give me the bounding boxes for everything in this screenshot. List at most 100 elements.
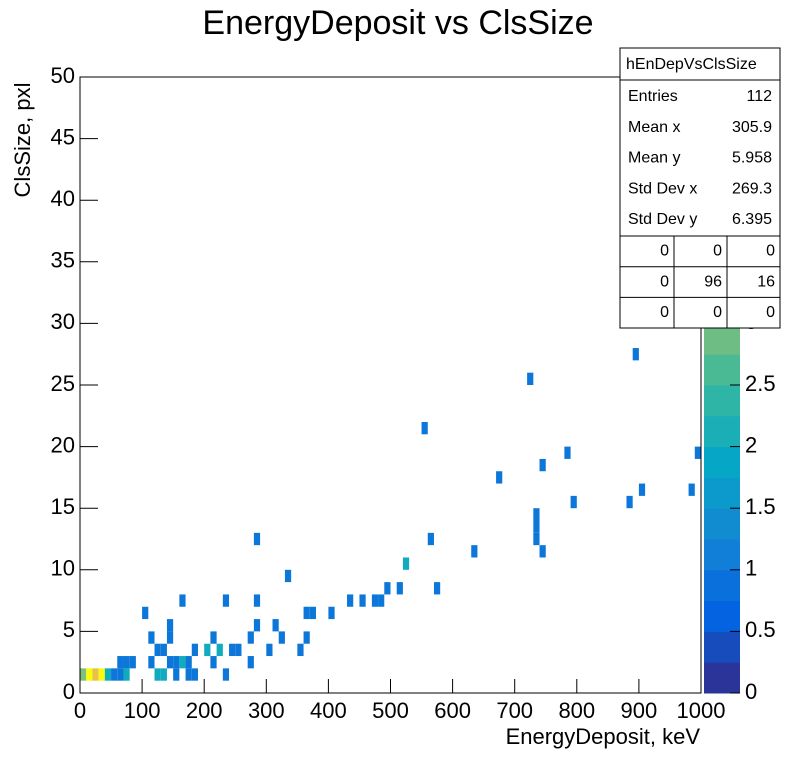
cell — [148, 631, 155, 644]
cell — [527, 372, 534, 385]
cell — [191, 668, 198, 681]
x-tick-label: 500 — [372, 698, 409, 723]
cell — [204, 643, 211, 657]
stats-cell: 0 — [766, 243, 775, 260]
z-tick-label: 0 — [745, 679, 757, 704]
stats-label: Mean y — [628, 150, 680, 167]
cell — [421, 421, 428, 435]
stats-label: Mean x — [628, 119, 680, 136]
cell — [309, 606, 316, 620]
color-band — [704, 415, 740, 448]
stats-frame — [619, 47, 781, 329]
cell — [328, 606, 335, 620]
cell — [427, 532, 434, 546]
cell — [117, 668, 124, 681]
cell — [433, 582, 441, 595]
cell — [278, 631, 285, 644]
cell — [160, 643, 167, 657]
cell — [222, 668, 230, 681]
color-band — [704, 385, 740, 417]
y-tick-label: 15 — [51, 494, 75, 519]
y-tick-label: 50 — [51, 63, 75, 88]
cell — [626, 495, 633, 509]
stats-cell: 0 — [660, 273, 669, 290]
stats-cell: 0 — [660, 304, 669, 321]
x-axis-title: EnergyDeposit, keV — [506, 724, 701, 749]
cell — [210, 631, 217, 644]
y-tick-label: 30 — [51, 309, 75, 334]
cell — [347, 594, 354, 607]
cell — [471, 545, 478, 558]
cell — [253, 619, 261, 632]
x-tick-label: 200 — [186, 698, 223, 723]
stats-value: 269.3 — [732, 180, 772, 197]
cell — [688, 483, 695, 496]
cell — [166, 631, 174, 644]
cell — [253, 532, 261, 546]
y-tick-label: 10 — [51, 556, 75, 581]
color-band — [704, 354, 740, 386]
stats-value: 6.395 — [732, 211, 772, 228]
cell — [129, 656, 136, 669]
stats-cell: 16 — [757, 273, 775, 290]
cell — [173, 656, 180, 669]
cell — [166, 656, 174, 669]
cell — [80, 668, 87, 681]
cell — [123, 656, 130, 669]
stats-cell: 0 — [713, 304, 722, 321]
cell — [632, 348, 639, 361]
stats-cell: 96 — [704, 273, 722, 290]
color-band — [704, 539, 740, 571]
cell — [284, 569, 292, 583]
cell — [191, 643, 198, 657]
cell — [272, 619, 279, 632]
color-band — [704, 662, 740, 694]
x-tick-label: 700 — [496, 698, 533, 723]
y-tick-label: 0 — [63, 679, 75, 704]
cell — [371, 594, 379, 607]
z-tick-label: 2.5 — [745, 371, 776, 396]
cell — [222, 594, 230, 607]
cell — [266, 643, 273, 657]
chart-title: EnergyDeposit vs ClsSize — [202, 4, 593, 42]
z-tick-label: 2 — [745, 432, 757, 457]
x-tick-label: 400 — [310, 698, 347, 723]
color-band — [704, 569, 740, 602]
cell — [539, 545, 546, 558]
y-axis-title: ClsSize, pxl — [10, 83, 35, 198]
x-tick-label: 0 — [74, 698, 86, 723]
cell — [253, 594, 261, 607]
y-tick-label: 5 — [63, 617, 75, 642]
cell — [154, 643, 161, 657]
x-tick-label: 100 — [124, 698, 161, 723]
cell — [638, 483, 646, 496]
stats-value: 112 — [746, 88, 772, 105]
x-tick-label: 300 — [248, 698, 285, 723]
cell — [92, 668, 99, 681]
color-band — [704, 600, 740, 632]
cell — [179, 656, 186, 669]
cell — [173, 668, 180, 681]
cell — [166, 619, 174, 632]
cell — [179, 594, 186, 607]
y-tick-label: 25 — [51, 371, 75, 396]
cell — [694, 446, 701, 459]
x-tick-label: 600 — [434, 698, 471, 723]
z-tick-label: 1 — [745, 556, 757, 581]
cell — [247, 656, 254, 669]
cell — [142, 606, 149, 620]
stats-label: Std Dev x — [628, 180, 697, 197]
stats-cell: 0 — [766, 304, 775, 321]
cell — [235, 643, 242, 657]
cell — [117, 656, 124, 669]
cell — [104, 668, 112, 681]
cell — [247, 631, 254, 644]
cell — [210, 656, 217, 669]
stats-value: 5.958 — [732, 150, 772, 167]
cell — [303, 606, 310, 620]
color-band — [704, 631, 740, 663]
stats-cell: 0 — [660, 243, 669, 260]
color-band — [704, 446, 740, 478]
